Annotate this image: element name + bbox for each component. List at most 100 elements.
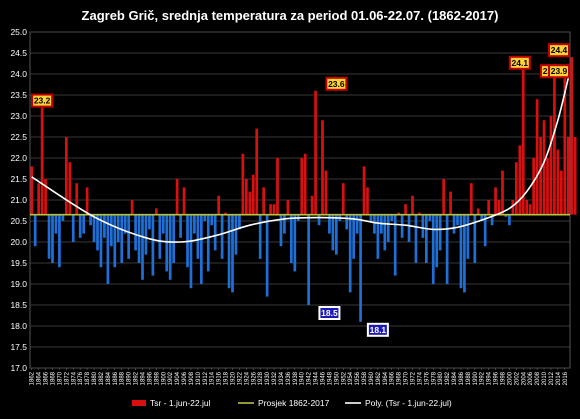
- bar-1866: [44, 179, 47, 215]
- callout-fill: [320, 308, 339, 318]
- bar-1897: [151, 214, 155, 276]
- bar-1932: [272, 204, 276, 215]
- x-tick-label: 1908: [189, 371, 195, 385]
- bar-2002: [515, 162, 518, 215]
- bar-1903: [172, 214, 175, 263]
- x-tick-label: 1972: [411, 371, 417, 385]
- callout-label: 18.1: [370, 325, 387, 335]
- bar-1949: [331, 214, 335, 251]
- x-tick-label: 1958: [362, 371, 368, 385]
- bar-1924: [245, 179, 248, 215]
- value-callout: 18.5: [318, 306, 341, 320]
- bar-1869: [54, 214, 58, 234]
- bar-1956: [355, 214, 359, 234]
- bar-2016: [563, 78, 567, 215]
- y-tick-label: 17.0: [10, 363, 27, 373]
- bar-1926: [251, 174, 255, 215]
- x-tick-label: 1994: [487, 371, 493, 385]
- x-tick-label: 1906: [182, 371, 188, 385]
- callout-fill: [550, 45, 568, 56]
- bar-1948: [328, 214, 331, 234]
- bar-1944: [314, 90, 317, 215]
- bar-2006: [528, 204, 532, 215]
- x-tick-label: 1944: [314, 371, 320, 385]
- bar-1976: [425, 214, 428, 263]
- bar-1935: [283, 214, 286, 234]
- bar-1881: [96, 214, 99, 251]
- x-tick-label: 1978: [431, 371, 437, 385]
- value-callout: 18.1: [366, 322, 389, 337]
- x-tick-label: 2002: [514, 371, 520, 385]
- bar-1981: [442, 179, 445, 215]
- x-tick-label: 1884: [106, 371, 112, 385]
- bar-1986: [459, 214, 463, 289]
- x-tick-label: 1970: [404, 371, 410, 385]
- bar-1906: [182, 187, 186, 215]
- x-tick-label: 1888: [120, 371, 126, 385]
- x-tick-label: 2016: [563, 371, 569, 385]
- bar-1871: [61, 214, 65, 221]
- bar-1890: [127, 214, 130, 259]
- value-callout: 23.2: [31, 93, 54, 108]
- legend-label: Prosjek 1862-2017: [258, 398, 330, 408]
- x-tick-label: 1900: [161, 371, 167, 385]
- x-tick-label: 1930: [265, 371, 271, 385]
- x-tick-label: 1870: [57, 371, 63, 385]
- x-tick-label: 1990: [473, 371, 479, 385]
- bar-1865: [40, 107, 44, 215]
- x-tick-label: 1948: [327, 371, 333, 385]
- y-tick-label: 22.0: [10, 153, 27, 163]
- bar-1999: [504, 214, 508, 217]
- bar-1991: [476, 208, 480, 215]
- bar-1862: [30, 166, 34, 215]
- x-tick-label: 1952: [341, 371, 347, 385]
- x-tick-label: 1882: [99, 371, 105, 385]
- x-tick-label: 1872: [64, 371, 70, 385]
- bar-1920: [231, 214, 234, 293]
- x-tick-label: 1938: [293, 371, 299, 385]
- bar-2007: [532, 158, 535, 215]
- bar-1880: [92, 214, 96, 242]
- x-tick-label: 1950: [334, 371, 340, 385]
- bar-1912: [203, 214, 207, 221]
- bar-2015: [560, 170, 563, 215]
- callout-label: 23.2: [34, 96, 51, 106]
- bar-1971: [407, 214, 411, 242]
- bar-1993: [483, 214, 487, 247]
- x-tick-label: 1992: [480, 371, 486, 385]
- bar-1899: [158, 214, 162, 259]
- x-tick-label: 1998: [501, 371, 507, 385]
- bar-1953: [345, 214, 349, 230]
- x-tick-label: 1922: [237, 371, 243, 385]
- bar-1969: [400, 214, 404, 238]
- bar-1958: [362, 166, 366, 215]
- bar-1933: [276, 158, 279, 215]
- bar-1900: [161, 214, 165, 234]
- bar-2009: [539, 137, 542, 215]
- x-tick-label: 1924: [244, 371, 250, 385]
- bar-1925: [248, 191, 252, 215]
- x-tick-label: 1974: [417, 371, 423, 385]
- bar-1879: [89, 214, 92, 226]
- y-tick-label: 17.5: [10, 342, 27, 352]
- bar-1943: [310, 195, 314, 215]
- bar-2014: [556, 149, 560, 215]
- y-tick-label: 18.0: [10, 321, 27, 331]
- bar-1952: [341, 183, 345, 215]
- bar-1947: [324, 170, 328, 215]
- x-tick-label: 1894: [141, 371, 147, 385]
- bar-1980: [438, 214, 442, 251]
- bar-2018: [570, 57, 574, 215]
- x-tick-label: 1864: [37, 371, 43, 385]
- bar-2019: [573, 137, 577, 215]
- bar-1894: [141, 214, 144, 280]
- bar-1898: [155, 208, 158, 215]
- callout-label: 24.4: [551, 45, 568, 55]
- x-tick-label: 1964: [383, 371, 389, 385]
- bar-1989: [470, 183, 473, 215]
- bar-2017: [566, 137, 570, 215]
- y-tick-label: 19.0: [10, 279, 27, 289]
- bar-1961: [373, 214, 376, 234]
- x-tick-label: 1890: [127, 371, 133, 385]
